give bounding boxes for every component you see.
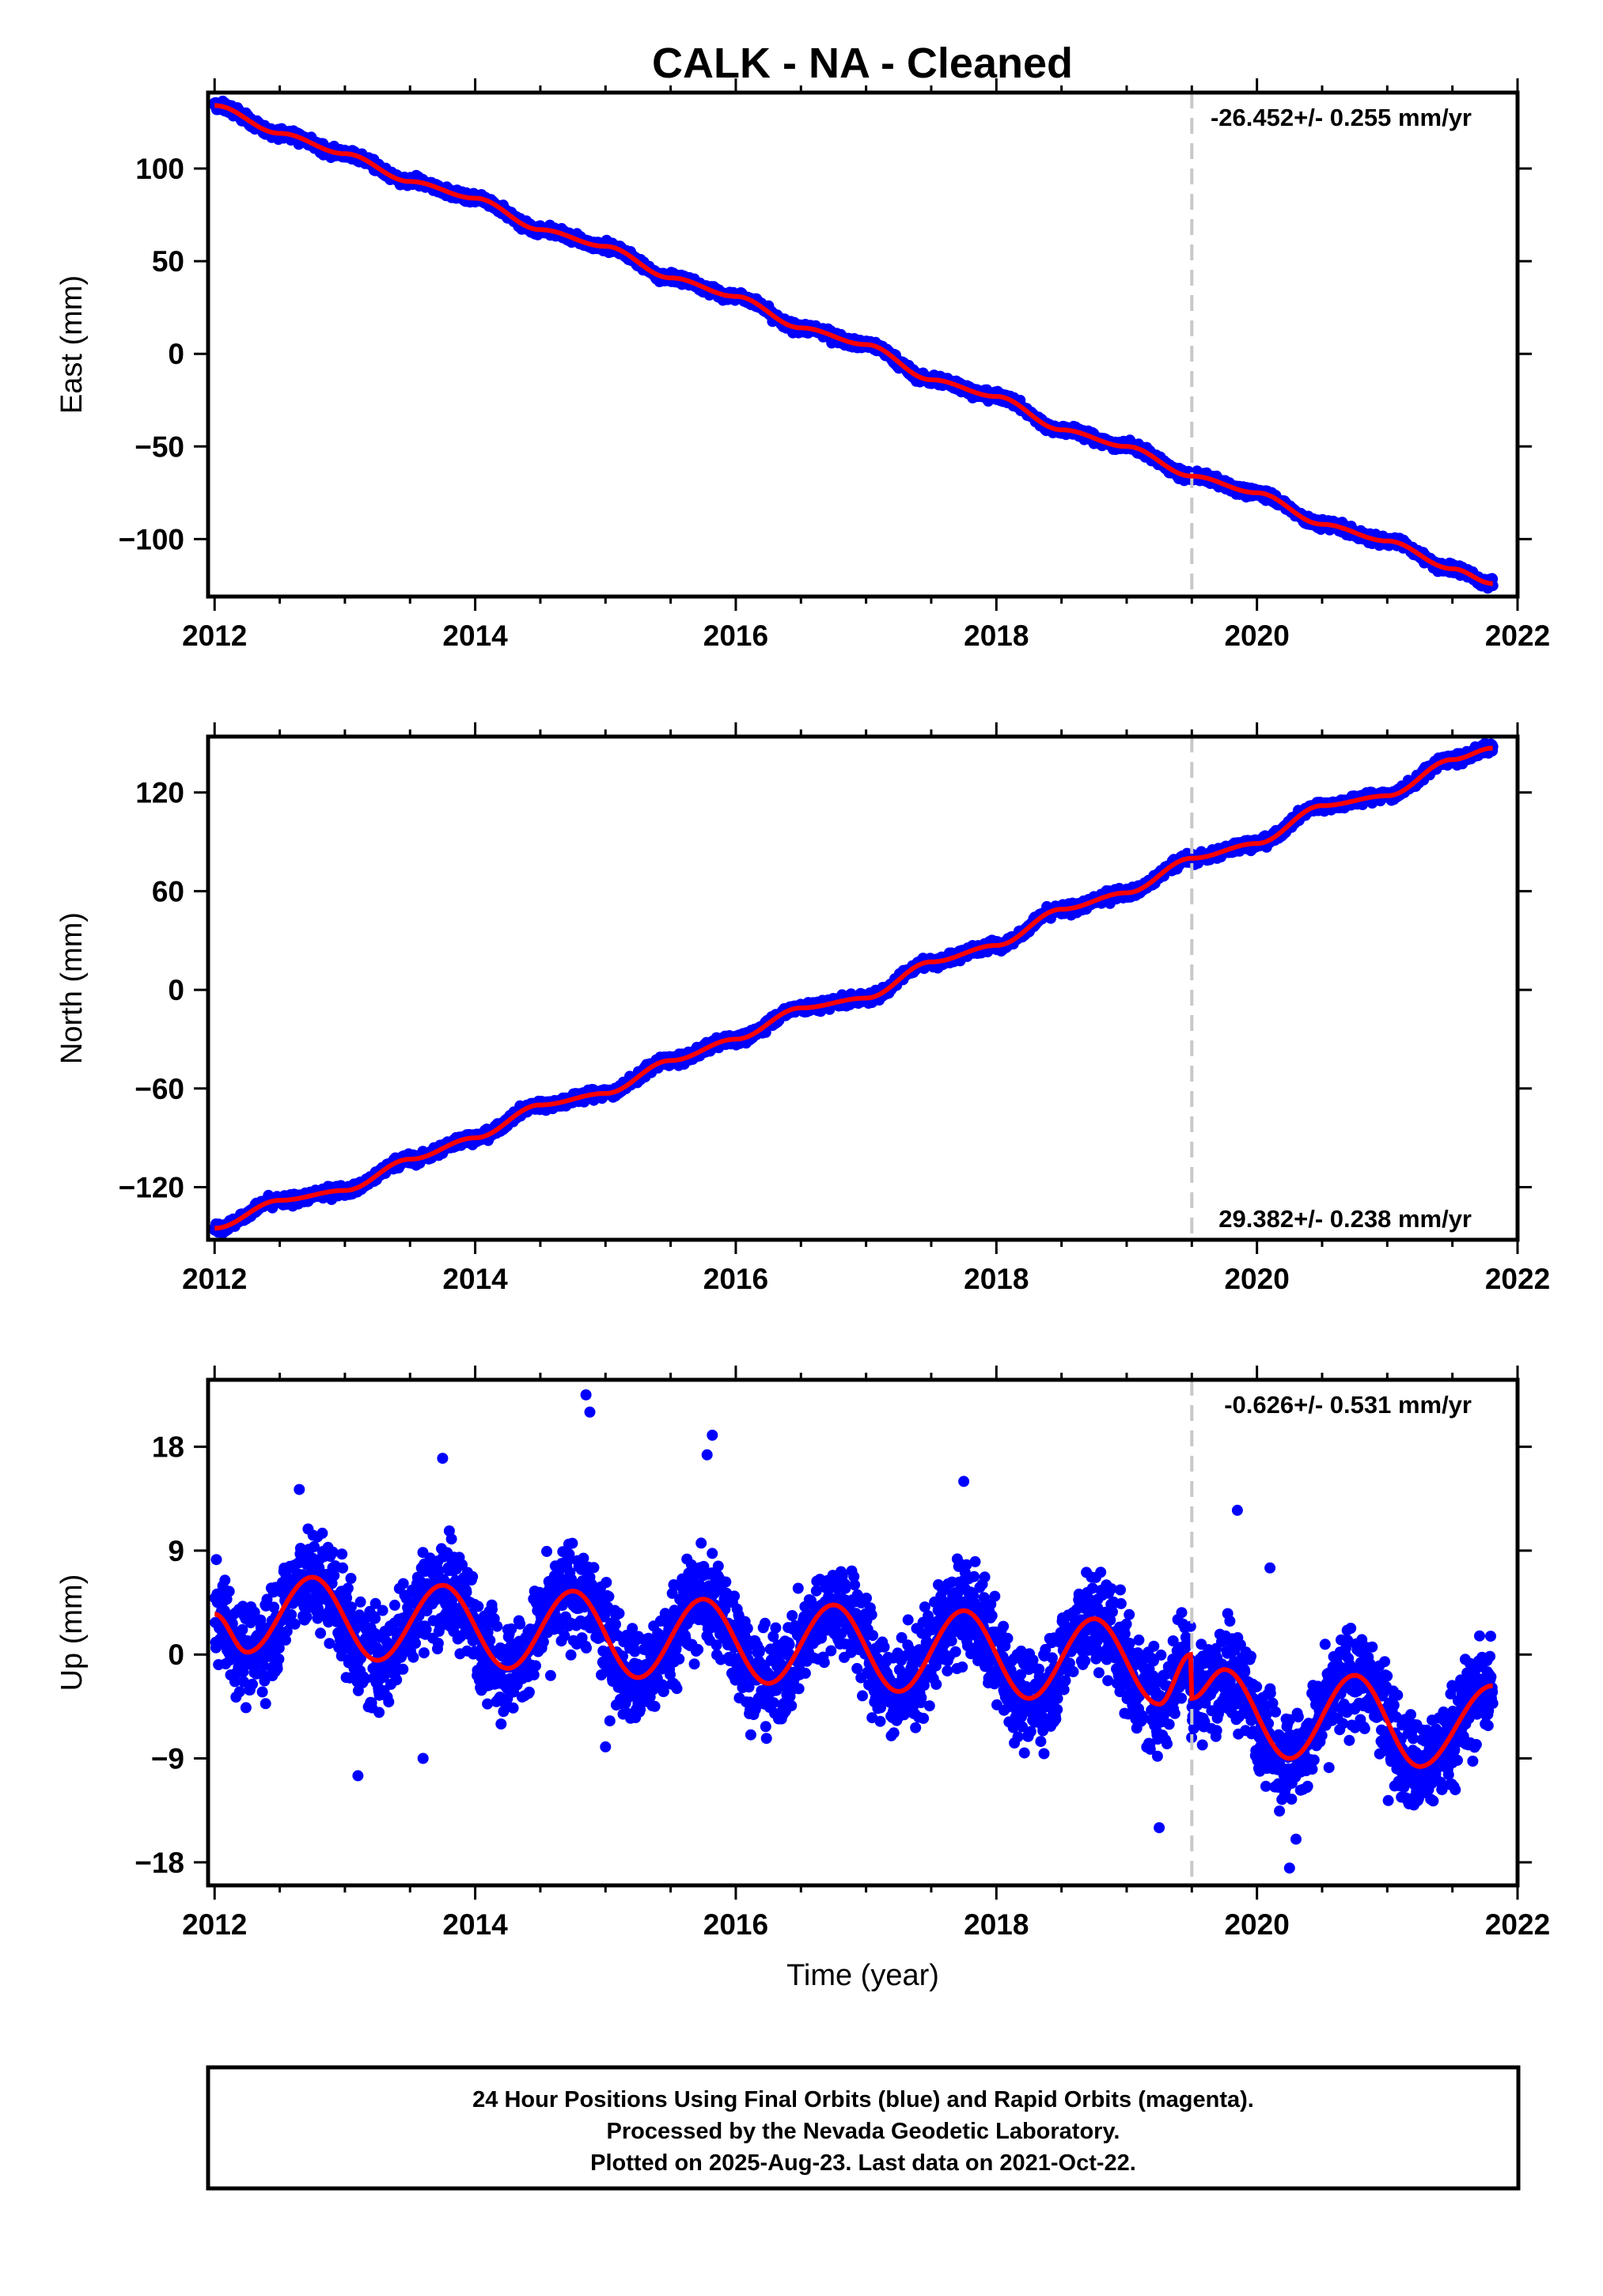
north-panel: 2012 2014 2016 2018 2020 2022120600−60−120Nor… — [55, 722, 1550, 1295]
east-y-tick-label: 50 — [152, 245, 184, 278]
east-x-tick-label: 2022 — [1485, 619, 1550, 652]
east-panel: 2012 2014 2016 2018 2020 2022 100 50 0 −50 −100 Eas… — [55, 78, 1550, 652]
east-x-tick-label: 2018 — [964, 619, 1029, 652]
east-x-tick-label: 2020 — [1224, 619, 1289, 652]
east-x-tick-label: 2012 — [182, 619, 247, 652]
east-y-tick-label: −50 — [135, 430, 184, 463]
east-rate-label: -26.452+/- 0.255 mm/yr — [1211, 104, 1472, 131]
east-x-tick-label: 2014 — [442, 619, 508, 652]
east-y-ticks — [194, 167, 1532, 540]
east-y-tick-label: 0 — [168, 338, 184, 370]
east-y-tick-label: −100 — [119, 523, 184, 555]
east-x-tick-label: 2016 — [703, 619, 768, 652]
east-y-tick-label: 100 — [135, 153, 184, 185]
figure-title: CALK - NA - Cleaned — [652, 40, 1073, 87]
east-y-axis-label: East (mm) — [55, 275, 89, 414]
